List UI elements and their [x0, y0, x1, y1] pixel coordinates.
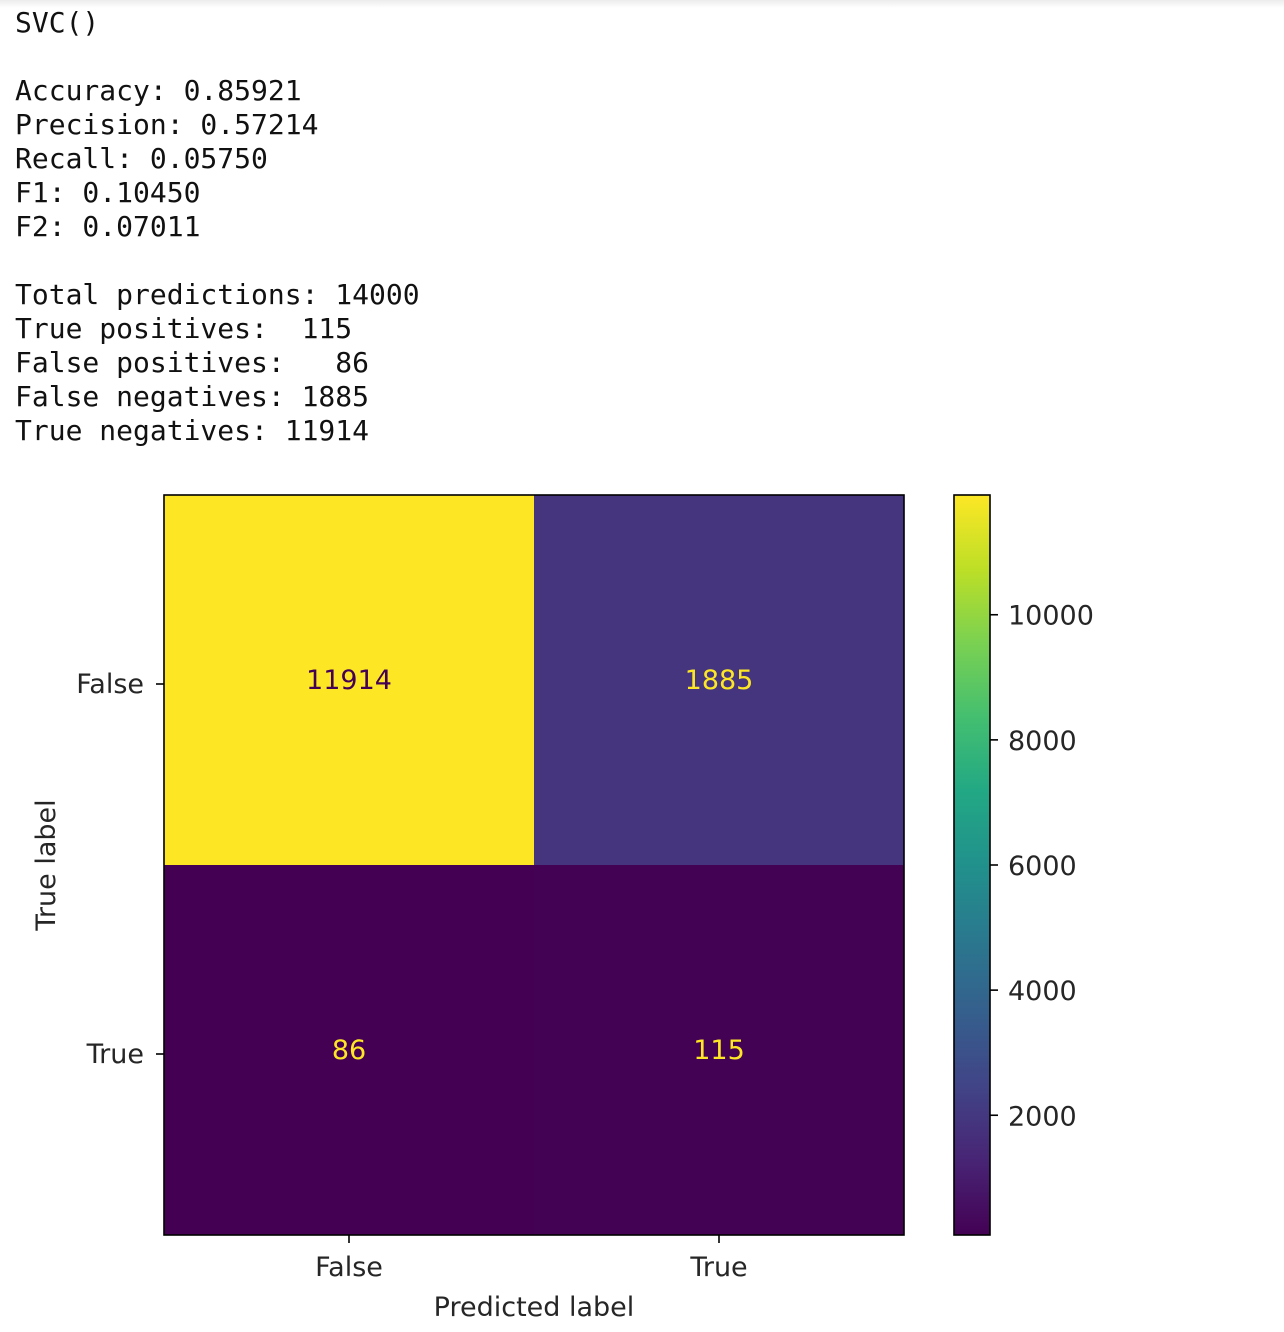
heatmap-cell: [534, 495, 904, 865]
cell-output-top-border: [0, 0, 1284, 8]
count-false-positives: False positives: 86: [15, 346, 370, 379]
x-axis-ticks: False True: [315, 1235, 748, 1283]
model-repr: SVC(): [15, 6, 100, 39]
y-tick-label: True: [86, 1039, 144, 1070]
heatmap-cell-value: 86: [332, 1035, 366, 1066]
heatmap-cells: [164, 495, 904, 1235]
metric-accuracy: Accuracy: 0.85921: [15, 74, 302, 107]
y-tick-label: False: [76, 669, 144, 700]
metric-recall: Recall: 0.05750: [15, 142, 268, 175]
count-total-predictions: Total predictions: 14000: [15, 278, 420, 311]
heatmap-cell: [534, 865, 904, 1235]
heatmap-cell: [164, 865, 534, 1235]
metric-f2: F2: 0.07011: [15, 210, 201, 243]
count-false-negatives: False negatives: 1885: [15, 380, 370, 413]
colorbar-ticks: 2000 4000 6000 8000 10000: [990, 601, 1094, 1132]
colorbar-tick-label: 2000: [1008, 1101, 1077, 1132]
colorbar-tick-label: 4000: [1008, 976, 1077, 1007]
colorbar-tick-label: 10000: [1008, 601, 1094, 632]
colorbar: [953, 494, 991, 1236]
heatmap-cell-labels: 11914 1885 86 115: [306, 665, 753, 1066]
cell-output-text: SVC() Accuracy: 0.85921 Precision: 0.57214…: [15, 6, 420, 448]
metric-precision: Precision: 0.57214: [15, 108, 319, 141]
count-true-positives: True positives: 115: [15, 312, 353, 345]
y-axis-label: True label: [31, 799, 62, 931]
metric-f1: F1: 0.10450: [15, 176, 201, 209]
heatmap-cell-value: 11914: [306, 665, 392, 696]
x-tick-label: False: [315, 1252, 383, 1283]
heatmap-cell-value: 1885: [685, 665, 754, 696]
x-axis-label: Predicted label: [434, 1292, 635, 1323]
y-axis-ticks: False True: [76, 669, 164, 1070]
count-true-negatives: True negatives: 11914: [15, 414, 370, 447]
plot-frame: [163, 494, 905, 1236]
heatmap-cell-value: 115: [693, 1035, 745, 1066]
colorbar-tick-label: 8000: [1008, 726, 1077, 757]
colorbar-tick-label: 6000: [1008, 851, 1077, 882]
x-tick-label: True: [689, 1252, 747, 1283]
heatmap-cell: [164, 495, 534, 865]
